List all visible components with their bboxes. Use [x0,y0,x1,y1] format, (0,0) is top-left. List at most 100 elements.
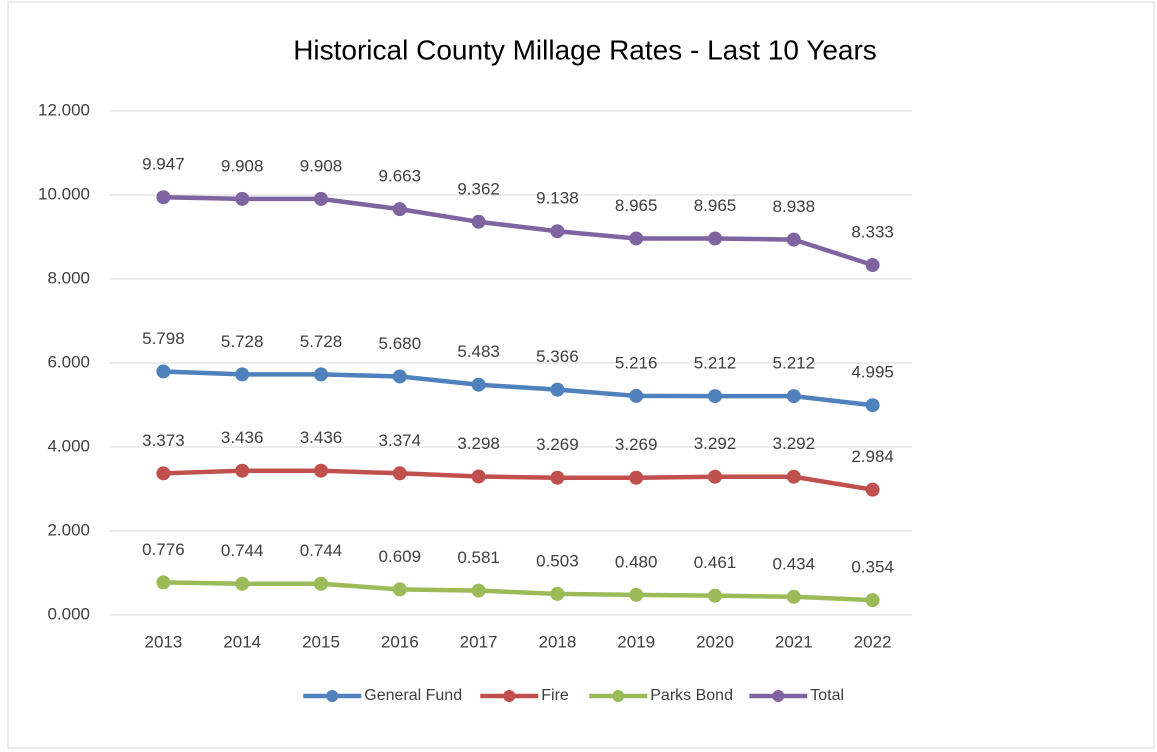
point [865,258,880,273]
legend-label: General Fund [364,687,462,704]
data-label: 3.436 [300,428,343,447]
data-label: 9.908 [300,156,343,175]
point [392,466,407,481]
point [550,382,565,397]
series-line [163,369,873,408]
data-label: 4.995 [851,363,894,382]
data-label: 0.354 [851,558,894,577]
x-tick-label: 2018 [538,632,576,651]
point [708,389,722,404]
x-tick-label: 2021 [775,632,813,651]
point [629,587,644,602]
data-label: 5.680 [379,334,422,353]
data-label: 5.483 [457,342,500,361]
legend-marker [612,690,625,702]
data-label: 8.333 [851,222,894,241]
data-label: 3.269 [536,435,579,454]
point [156,466,171,481]
point [786,469,801,484]
point [156,575,171,590]
point [235,463,250,478]
legend-marker [772,690,785,702]
point [156,364,171,379]
data-label: 5.216 [615,353,658,372]
point [786,589,801,604]
data-label: 8.965 [694,196,737,215]
data-label: 0.434 [773,554,816,573]
point [786,232,801,247]
data-label: 9.663 [379,167,422,186]
x-tick-label: 2014 [223,632,261,651]
data-label: 0.744 [221,541,264,560]
data-label: 3.373 [142,431,185,450]
point [708,469,722,484]
data-label: 5.212 [773,354,816,373]
x-tick-label: 2015 [302,632,340,651]
point [865,398,880,413]
point [708,231,722,246]
y-tick-label: 0.000 [47,604,90,623]
data-label: 0.581 [457,548,500,567]
legend-marker [503,690,516,702]
y-tick-label: 4.000 [47,436,90,455]
data-label: 5.212 [694,354,737,373]
point [392,202,407,217]
data-label: 0.744 [300,541,343,560]
data-label: 3.269 [615,435,658,454]
point [550,470,565,485]
point [314,191,328,206]
point [865,482,880,497]
point [471,583,486,598]
point [629,388,644,403]
point [314,367,328,382]
point [550,586,565,601]
point [629,470,644,485]
y-tick-label: 2.000 [47,520,90,539]
x-tick-label: 2022 [854,632,892,651]
legend-label: Total [810,687,844,704]
y-tick-label: 8.000 [47,268,90,287]
data-label: 3.374 [379,431,422,450]
y-tick-label: 10.000 [38,184,90,203]
point [235,191,250,206]
data-label: 9.908 [221,156,264,175]
data-label: 0.480 [615,552,658,571]
data-label: 0.776 [142,540,185,559]
legend-marker [326,690,339,702]
data-label: 3.292 [773,434,816,453]
point [471,377,486,392]
data-label: 5.798 [142,329,185,348]
point [392,369,407,384]
data-label: 0.609 [379,547,422,566]
data-label: 9.947 [142,155,185,174]
point [471,214,486,229]
series-line [163,468,873,492]
y-tick-label: 12.000 [38,100,90,119]
data-label: 8.938 [773,197,816,216]
data-label: 0.461 [694,553,737,572]
point [235,576,250,591]
point [629,231,644,246]
data-label: 3.292 [694,434,737,453]
legend-label: Parks Bond [650,687,733,704]
point [471,469,486,484]
point [235,367,250,382]
data-label: 3.298 [457,434,500,453]
data-label: 9.362 [457,179,500,198]
chart-title: Historical County Millage Rates - Last 1… [293,34,877,65]
point [865,593,880,608]
point [392,582,407,597]
data-label: 3.436 [221,428,264,447]
point [314,463,328,478]
x-tick-label: 2020 [696,632,734,651]
x-tick-label: 2017 [460,632,498,651]
data-label: 0.503 [536,551,579,570]
x-tick-label: 2019 [617,632,655,651]
point [550,224,565,239]
data-label: 5.728 [300,332,343,351]
data-label: 5.728 [221,332,264,351]
x-tick-label: 2013 [144,632,182,651]
point [156,190,171,205]
series-line [163,194,874,268]
